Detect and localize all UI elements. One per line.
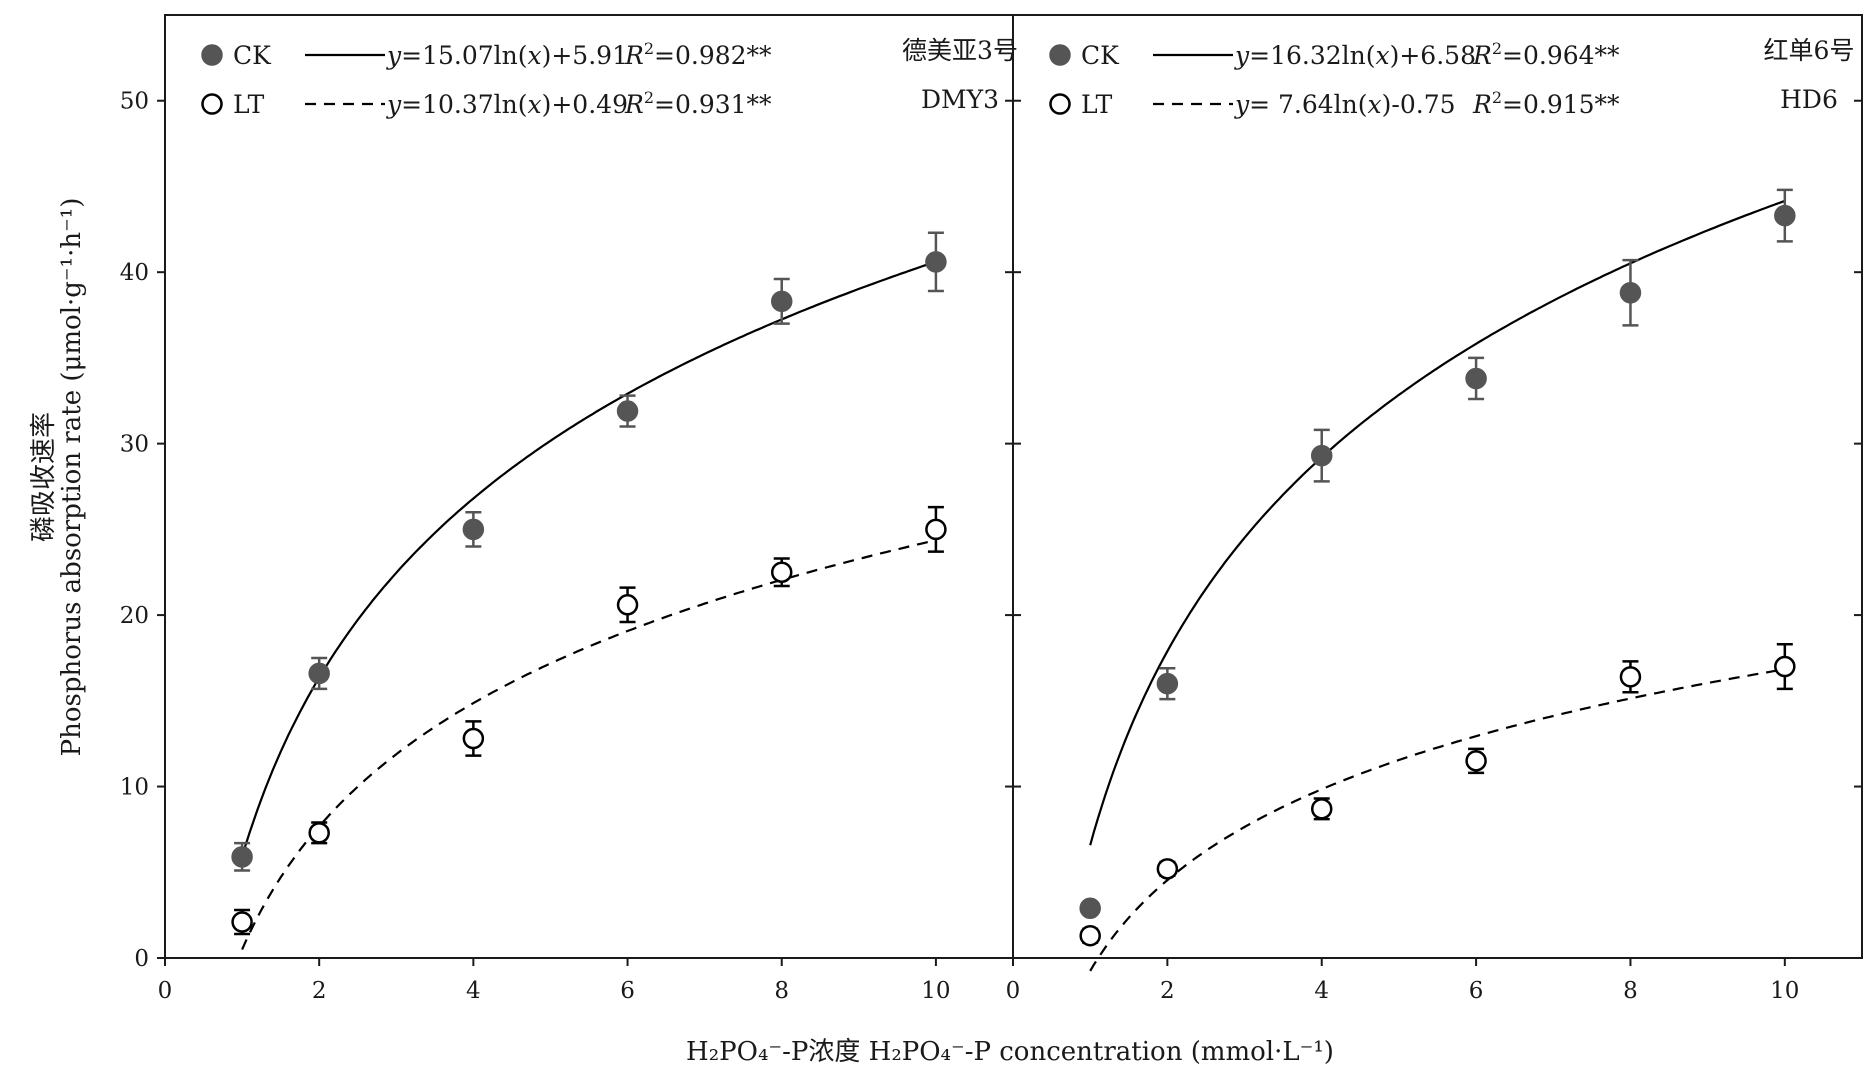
r-squared-lt: R2=0.931** — [624, 88, 772, 119]
y-tick-label: 10 — [120, 775, 149, 801]
y-tick-label: 40 — [120, 260, 149, 286]
data-point-lt — [1774, 655, 1796, 678]
r-squared-ck: R2=0.982** — [624, 39, 772, 70]
legend-marker-lt — [1049, 93, 1071, 115]
data-point-lt — [462, 727, 485, 750]
x-tick-label: 2 — [1160, 978, 1175, 1004]
fit-curve-ck — [241, 260, 937, 858]
data-point-lt — [616, 594, 639, 616]
data-point-lt — [1619, 666, 1642, 688]
legend-marker-ck — [201, 44, 223, 66]
data-point-lt — [1156, 858, 1179, 880]
equation-ck: y=15.07ln(x)+5.91 — [386, 41, 628, 70]
equation-lt: y= 7.64ln(x)-0.75 — [1234, 90, 1456, 119]
data-point-ck — [616, 400, 639, 422]
x-tick-label: 4 — [466, 978, 481, 1004]
data-point-ck — [1465, 367, 1487, 390]
data-point-ck — [308, 662, 330, 685]
equation-ck: y=16.32ln(x)+6.58 — [1234, 41, 1476, 70]
plot-frame — [1012, 14, 1863, 959]
data-point-lt — [1310, 798, 1333, 820]
data-point-ck — [770, 290, 793, 313]
y-tick-label: 0 — [134, 946, 149, 972]
fit-curve-ck — [1089, 199, 1786, 846]
data-point-lt — [231, 911, 253, 933]
panel-label-cn: 德美亚3号 — [902, 36, 1018, 65]
y-tick-label: 30 — [120, 432, 149, 458]
x-tick-label: 6 — [620, 978, 635, 1004]
data-point-ck — [1079, 897, 1101, 920]
y-tick-label: 20 — [120, 603, 149, 629]
legend-marker-ck — [1049, 44, 1071, 66]
x-tick-label: 2 — [312, 978, 327, 1004]
fit-curve-lt — [1089, 668, 1785, 972]
panel-label-cn: 红单6号 — [1764, 36, 1855, 65]
data-point-ck — [1156, 672, 1179, 695]
equation-lt: y=10.37ln(x)+0.49 — [386, 90, 628, 119]
panel-label-en: HD6 — [1780, 85, 1838, 114]
data-point-lt — [1465, 750, 1487, 772]
x-tick-label: 4 — [1314, 978, 1329, 1004]
legend-label-lt: LT — [233, 90, 265, 119]
data-point-ck — [1310, 444, 1333, 467]
x-tick-label: 0 — [1006, 978, 1021, 1004]
legend-marker-lt — [201, 93, 223, 115]
x-tick-label: 6 — [1469, 978, 1484, 1004]
legend-label-lt: LT — [1081, 90, 1113, 119]
fit-curve-lt — [241, 539, 937, 951]
x-tick-label: 10 — [1770, 978, 1799, 1004]
data-point-lt — [925, 518, 947, 541]
data-point-ck — [1774, 204, 1796, 227]
x-tick-label: 10 — [921, 978, 950, 1004]
data-point-ck — [462, 518, 485, 541]
legend-label-ck: CK — [1081, 41, 1120, 70]
y-axis-title-cn: 磷吸收速率 — [29, 412, 59, 542]
x-tick-label: 8 — [1623, 978, 1638, 1004]
data-point-lt — [1079, 924, 1101, 947]
legend-label-ck: CK — [233, 41, 272, 70]
y-tick-label: 50 — [120, 89, 149, 115]
x-tick-label: 8 — [774, 978, 789, 1004]
r-squared-lt: R2=0.915** — [1472, 88, 1620, 119]
data-point-lt — [770, 561, 793, 583]
plot-frame — [164, 14, 1014, 959]
x-tick-label: 0 — [158, 978, 173, 1004]
r-squared-ck: R2=0.964** — [1472, 39, 1620, 70]
y-axis-title: Phosphorus absorption rate (μmol·g⁻¹·h⁻¹… — [57, 198, 87, 757]
data-point-lt — [308, 822, 330, 844]
panel-label-en: DMY3 — [921, 85, 999, 114]
data-point-ck — [925, 251, 947, 273]
x-axis-title: H₂PO₄⁻-P浓度 H₂PO₄⁻-P concentration (mmol·… — [686, 1037, 1334, 1067]
data-point-ck — [1619, 282, 1642, 304]
data-point-ck — [231, 846, 253, 868]
